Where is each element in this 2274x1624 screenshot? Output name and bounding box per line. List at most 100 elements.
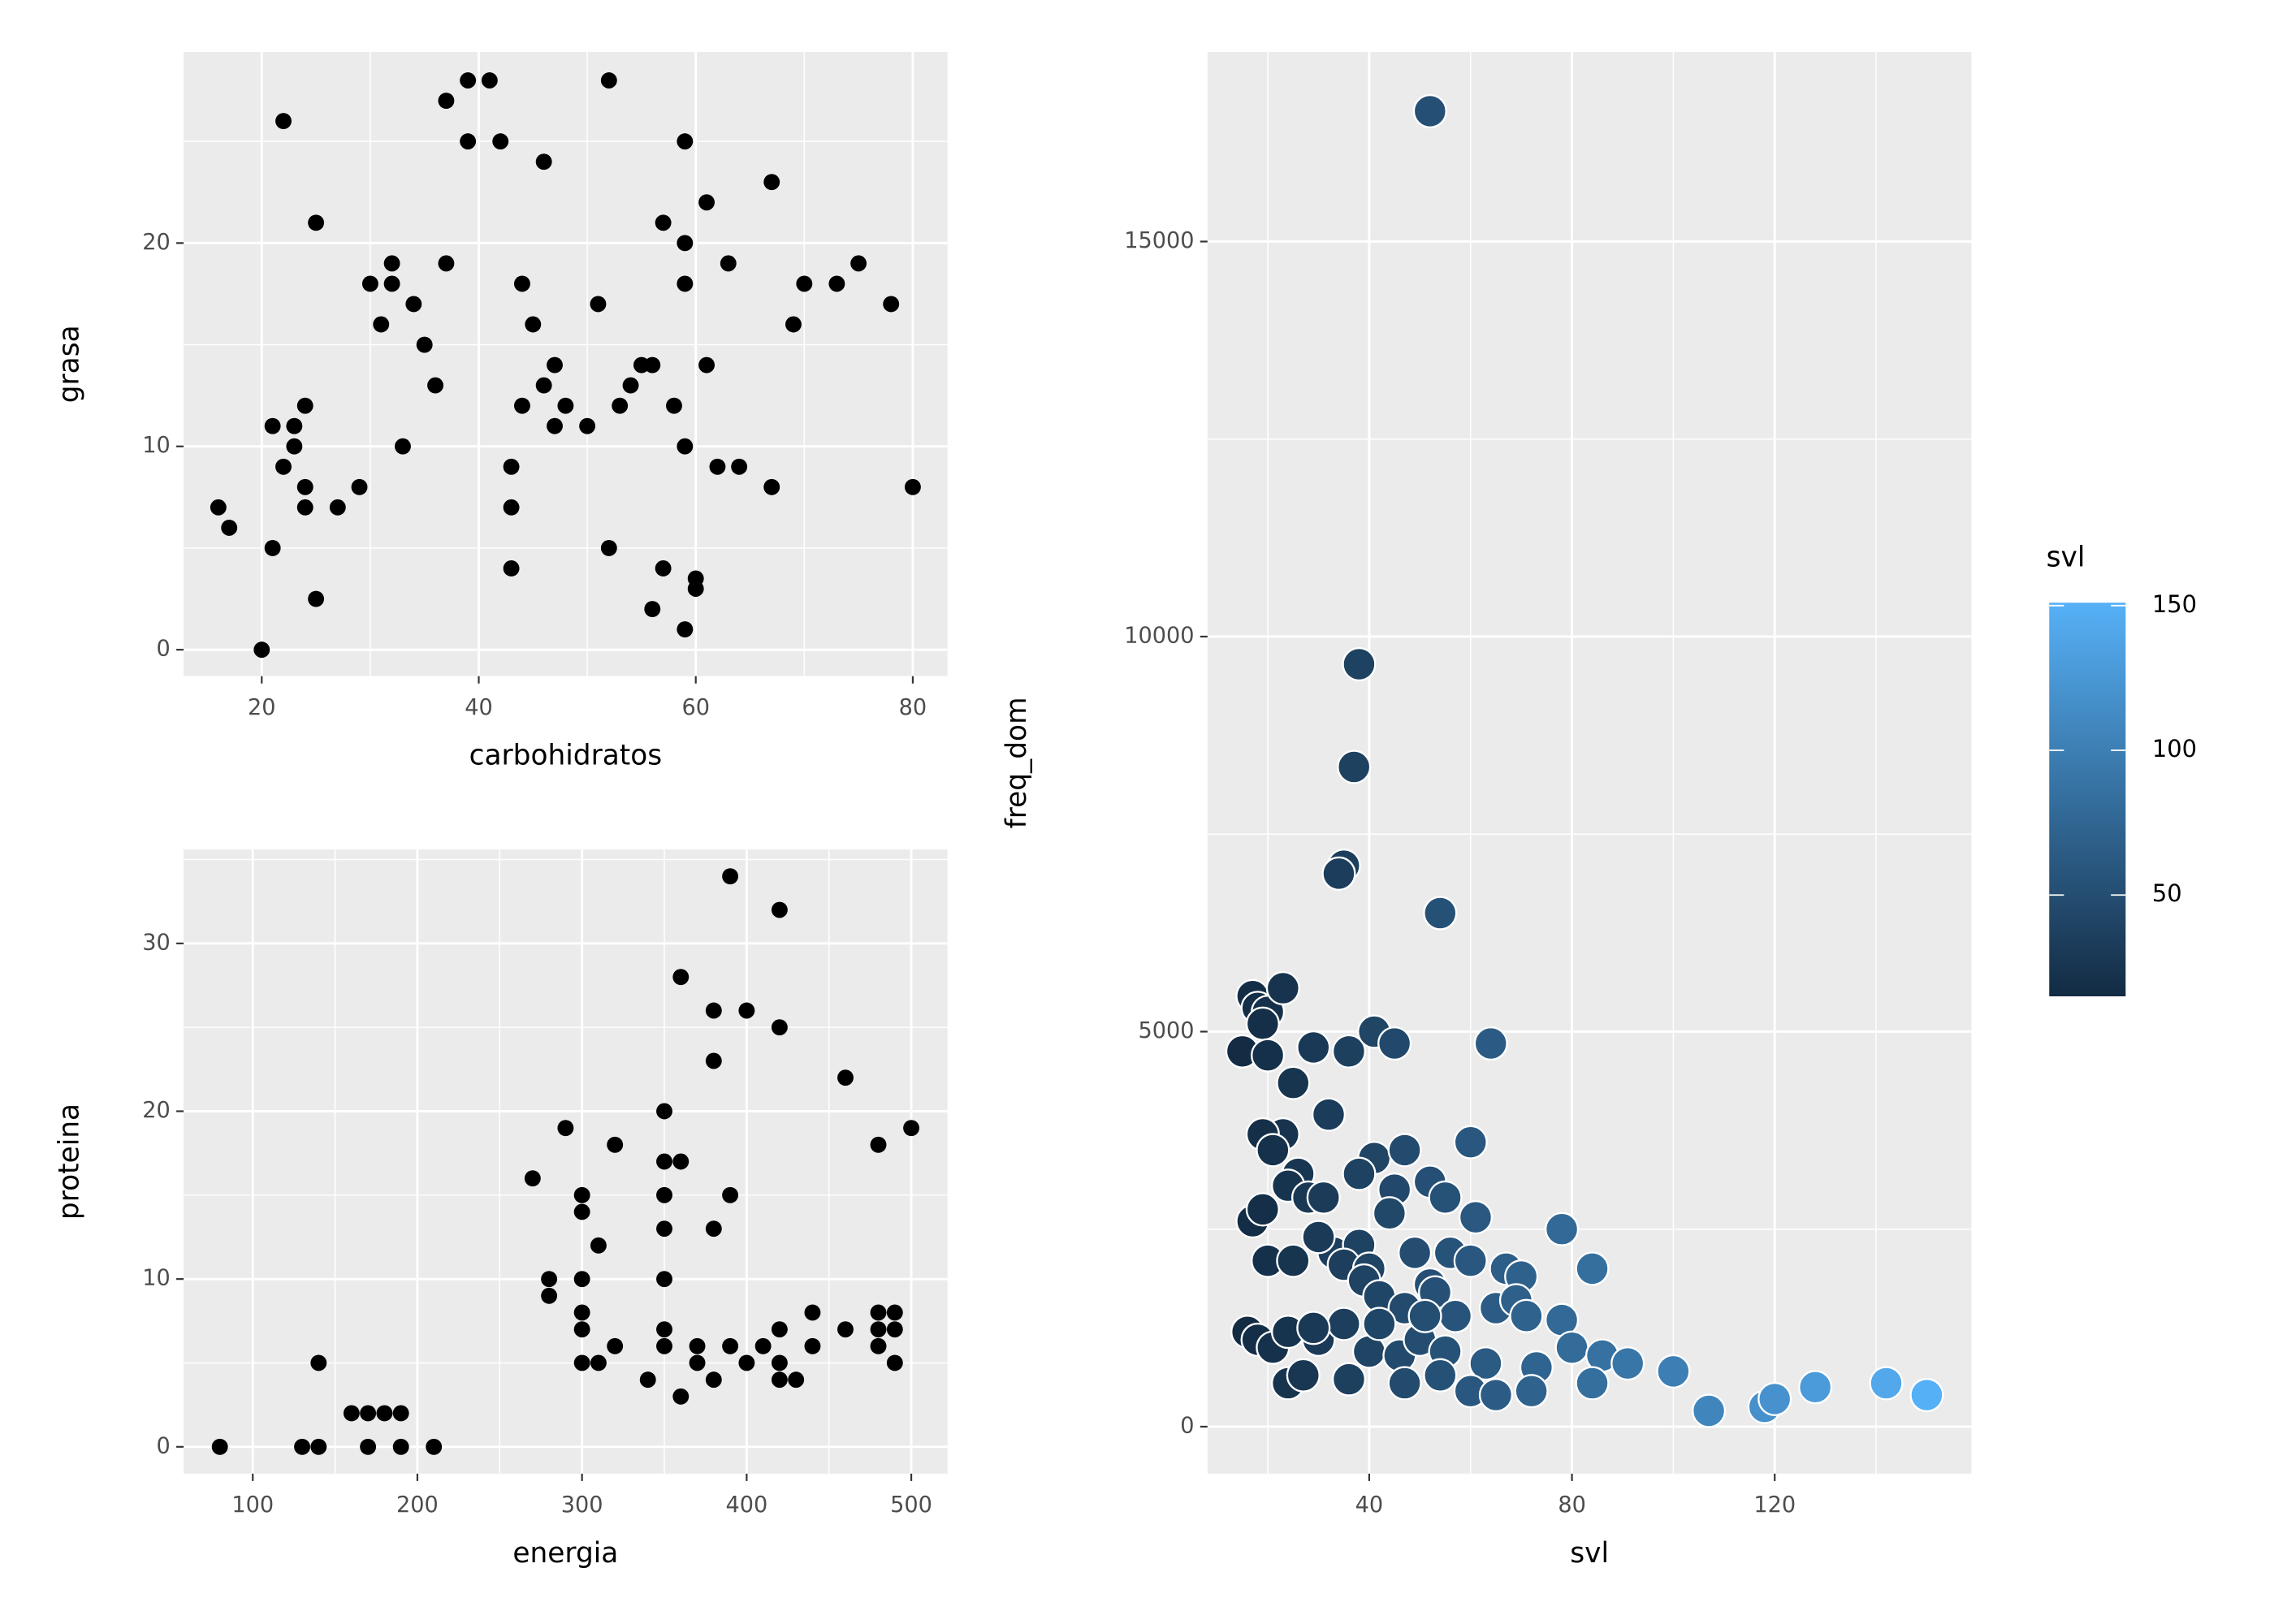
point [1610,1346,1645,1381]
point [850,255,867,272]
point [763,174,780,191]
point [310,1354,327,1371]
point [870,1337,887,1354]
point [1342,1156,1377,1191]
point [788,1371,805,1389]
point [573,1271,590,1288]
point [1331,1034,1367,1069]
point [1245,1006,1280,1041]
point [296,499,313,516]
point [870,1321,887,1338]
point [804,1304,821,1321]
point [573,1203,590,1220]
colorbar [2049,603,2126,997]
point [460,72,477,89]
point [639,1371,656,1389]
point [655,560,672,577]
point [672,1388,690,1405]
legend-title: svl [2047,541,2086,573]
point [687,581,704,597]
x-axis-title: energia [512,1537,618,1570]
point [460,133,477,150]
point [1342,646,1377,682]
point [1245,1192,1280,1227]
point [870,1136,887,1153]
point [785,316,802,333]
point [1909,1377,1944,1413]
point [837,1321,854,1338]
y-tick-label: 5000 [1139,1018,1195,1043]
point [1256,1133,1290,1168]
point [392,1405,409,1422]
point [837,1069,854,1086]
x-axis-title: carbohidratos [469,740,663,772]
point [656,1321,672,1338]
point [656,1220,672,1237]
point [1656,1354,1691,1389]
point [308,214,325,231]
point [771,1321,788,1338]
point [590,296,607,313]
point [503,458,520,475]
x-tick-label: 100 [231,1492,274,1518]
point [1321,856,1356,891]
point [722,868,739,885]
x-tick-label: 40 [465,695,493,720]
point [677,275,694,292]
point [771,1019,788,1036]
point [870,1304,887,1321]
point [1478,1377,1514,1413]
point [1412,93,1447,129]
point [343,1405,360,1422]
point [656,1186,672,1203]
point [754,1337,772,1354]
point [373,316,390,333]
point [705,1002,722,1019]
y-tick-label: 10 [142,1266,171,1291]
point [573,1321,590,1338]
point [286,417,303,434]
point [1407,1298,1442,1333]
point [405,296,422,313]
point [296,397,313,414]
point [557,1120,574,1137]
point [1468,1346,1503,1381]
point [1545,1212,1580,1246]
point [705,1220,722,1237]
y-axis-title: grasa [53,325,85,403]
point [1473,1026,1508,1061]
point [541,1271,558,1288]
point [1372,1196,1407,1231]
point [1331,1362,1367,1397]
point [1757,1381,1792,1416]
point [253,641,270,659]
point [804,1337,821,1354]
point [656,1103,672,1120]
point [360,1405,377,1422]
point [1337,749,1372,784]
point [573,1304,590,1321]
point [1306,1180,1341,1215]
point [392,1438,409,1455]
legend-label: 150 [2152,590,2197,618]
point [573,1186,590,1203]
point [492,133,509,150]
point [308,590,325,607]
point [513,275,530,292]
panel-background [184,849,948,1474]
point [541,1287,558,1304]
point [677,621,694,638]
point [286,438,303,455]
y-tick-label: 20 [142,1098,171,1123]
point [221,519,238,536]
point [771,1371,788,1389]
point [672,969,690,986]
point [426,1438,443,1455]
point [1575,1251,1610,1286]
point [771,901,788,918]
point [828,275,845,292]
point [677,438,694,455]
y-tick-label: 0 [1180,1413,1194,1438]
point [296,478,313,495]
